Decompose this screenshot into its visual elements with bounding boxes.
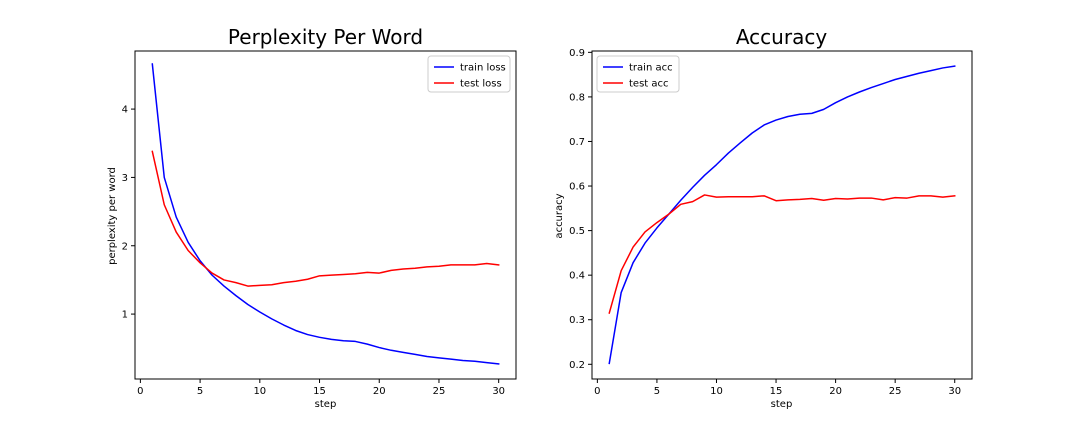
accuracy-chart-xtick-label: 30 [948,386,961,397]
perplexity-chart-series-line-train [151,63,500,365]
accuracy-chart-ytick-label: 0.4 [569,271,585,282]
perplexity-chart-ytick-label: 1 [122,310,128,321]
accuracy-chart: Accuracy step accuracy 0 5 10 15 20 25 30 0.2 0.… [554,25,973,410]
accuracy-chart-xtick-label: 15 [770,386,783,397]
accuracy-chart-xtick-label: 10 [710,386,723,397]
accuracy-chart-legend: train acc test acc [596,55,680,93]
accuracy-chart-xlabel: step [771,399,793,410]
perplexity-chart: Perplexity Per Word step perplexity per … [107,25,517,410]
perplexity-chart-xtick-label: 30 [492,386,505,397]
perplexity-chart-ytick-label: 3 [122,173,128,184]
perplexity-chart-series-line-test [151,150,500,287]
perplexity-chart-xtick-label: 0 [137,386,143,397]
perplexity-chart-ytick-label: 2 [122,241,128,252]
perplexity-chart-legend-label: test loss [460,79,502,90]
accuracy-chart-ytick-label: 0.2 [569,360,585,371]
accuracy-chart-series-line-test [608,194,956,314]
perplexity-chart-axes-frame [134,50,517,380]
accuracy-chart-ytick-label: 0.7 [569,137,585,148]
perplexity-chart-xtick-label: 20 [373,386,386,397]
perplexity-chart-xtick-label: 25 [433,386,446,397]
perplexity-chart-lines [151,63,500,365]
perplexity-chart-ytick-label: 4 [122,105,128,116]
perplexity-chart-xtick-label: 5 [197,386,203,397]
perplexity-chart-legend: train loss test loss [427,55,511,93]
perplexity-chart-xtick-label: 15 [313,386,326,397]
accuracy-chart-ticks: 0 5 10 15 20 25 30 0.2 0.3 0.4 0.5 0.6 0.7 0.8 0.9 [569,48,961,397]
accuracy-chart-ytick-label: 0.5 [569,226,585,237]
accuracy-chart-legend-label: train acc [629,63,673,74]
accuracy-chart-ytick-label: 0.6 [569,182,585,193]
perplexity-chart-ticks: 0 5 10 15 20 25 30 1 2 3 4 [122,105,505,397]
perplexity-chart-xtick-label: 10 [253,386,266,397]
accuracy-chart-ytick-label: 0.3 [569,315,585,326]
accuracy-chart-xtick-label: 25 [889,386,902,397]
accuracy-chart-xtick-label: 20 [829,386,842,397]
accuracy-chart-ylabel: accuracy [554,193,565,238]
accuracy-chart-legend-label: test acc [629,79,669,90]
accuracy-chart-xtick-label: 0 [594,386,600,397]
accuracy-chart-ytick-label: 0.8 [569,92,585,103]
accuracy-chart-axes-frame [591,50,973,380]
perplexity-chart-xlabel: step [315,399,337,410]
perplexity-chart-ylabel: perplexity per word [107,167,118,265]
perplexity-chart-title: Perplexity Per Word [228,25,423,49]
accuracy-chart-lines [608,65,956,365]
accuracy-chart-ytick-label: 0.9 [569,48,585,59]
accuracy-chart-title: Accuracy [736,25,827,49]
perplexity-chart-legend-label: train loss [460,63,506,74]
accuracy-chart-xtick-label: 5 [654,386,660,397]
